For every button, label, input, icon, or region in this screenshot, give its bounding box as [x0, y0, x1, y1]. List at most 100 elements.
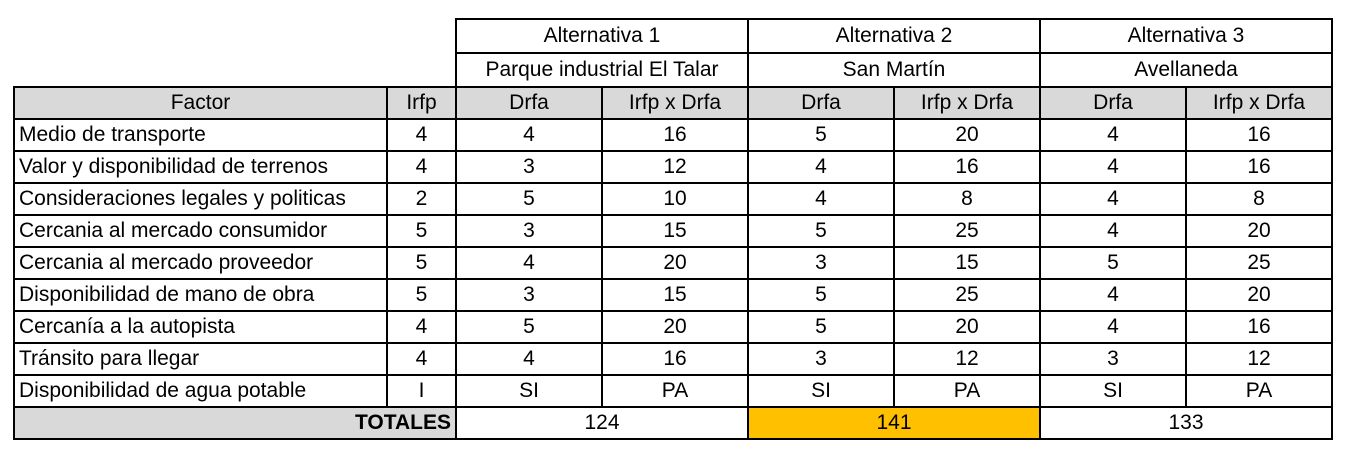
- factor-rating-table: Alternativa 1 Alternativa 2 Alternativa …: [13, 18, 1333, 440]
- a1-drfa-cell: 4: [455, 246, 603, 280]
- a1-drfa-cell: 4: [455, 118, 603, 152]
- a3-product-cell: 16: [1185, 310, 1333, 344]
- a3-drfa-cell: 4: [1039, 182, 1187, 216]
- irfp-cell: 4: [386, 118, 457, 152]
- irfp-cell: 5: [386, 214, 457, 248]
- irfp-column-header: Irfp: [386, 86, 457, 120]
- factor-cell: Cercanía a la autopista: [13, 310, 388, 344]
- a1-drfa-cell: 3: [455, 278, 603, 312]
- table-row: Consideraciones legales y politicas 2 5 …: [13, 182, 1333, 216]
- a2-product-cell: 8: [893, 182, 1041, 216]
- a2-drfa-cell: 5: [747, 278, 895, 312]
- table-row: Cercania al mercado proveedor 5 4 20 3 1…: [13, 246, 1333, 280]
- a2-product-cell: PA: [893, 374, 1041, 408]
- a1-product-cell: PA: [601, 374, 749, 408]
- a1-product-header: Irfp x Drfa: [601, 86, 749, 120]
- a2-drfa-cell: 5: [747, 310, 895, 344]
- a3-drfa-cell: 4: [1039, 214, 1187, 248]
- factor-cell: Disponibilidad de mano de obra: [13, 278, 388, 312]
- a3-drfa-cell: 4: [1039, 150, 1187, 184]
- a2-drfa-cell: 5: [747, 118, 895, 152]
- alternatives-place-row: Parque industrial El Talar San Martín Av…: [14, 52, 1333, 88]
- a3-drfa-cell: 4: [1039, 310, 1187, 344]
- factor-cell: Cercania al mercado consumidor: [13, 214, 388, 248]
- totals-label: TOTALES: [13, 406, 457, 440]
- irfp-cell: 5: [386, 246, 457, 280]
- irfp-cell: I: [386, 374, 457, 408]
- a1-drfa-cell: SI: [455, 374, 603, 408]
- a3-drfa-cell: 3: [1039, 342, 1187, 376]
- alternative-1-place: Parque industrial El Talar: [455, 52, 749, 88]
- factor-cell: Valor y disponibilidad de terrenos: [13, 150, 388, 184]
- a3-drfa-cell: 5: [1039, 246, 1187, 280]
- totals-row: TOTALES 124 141 133: [13, 406, 1333, 440]
- a2-product-header: Irfp x Drfa: [893, 86, 1041, 120]
- irfp-cell: 2: [386, 182, 457, 216]
- a1-drfa-cell: 5: [455, 182, 603, 216]
- a3-product-cell: 16: [1185, 118, 1333, 152]
- a2-drfa-cell: 5: [747, 214, 895, 248]
- a1-product-cell: 16: [601, 118, 749, 152]
- a1-product-cell: 15: [601, 278, 749, 312]
- irfp-cell: 4: [386, 342, 457, 376]
- alternative-3-place: Avellaneda: [1039, 52, 1333, 88]
- a2-product-cell: 25: [893, 278, 1041, 312]
- a1-product-cell: 16: [601, 342, 749, 376]
- a1-drfa-cell: 3: [455, 214, 603, 248]
- a2-product-cell: 20: [893, 310, 1041, 344]
- alternative-1-total: 124: [455, 406, 749, 440]
- a1-product-cell: 15: [601, 214, 749, 248]
- a3-product-cell: 20: [1185, 278, 1333, 312]
- a2-product-cell: 15: [893, 246, 1041, 280]
- a1-drfa-header: Drfa: [455, 86, 603, 120]
- a3-product-cell: 20: [1185, 214, 1333, 248]
- a3-product-cell: 8: [1185, 182, 1333, 216]
- alternative-2-place: San Martín: [747, 52, 1041, 88]
- a2-drfa-cell: SI: [747, 374, 895, 408]
- a2-drfa-cell: 3: [747, 342, 895, 376]
- alternative-3-title: Alternativa 3: [1039, 18, 1333, 54]
- a1-drfa-cell: 3: [455, 150, 603, 184]
- a1-product-cell: 10: [601, 182, 749, 216]
- a2-product-cell: 25: [893, 214, 1041, 248]
- alternative-2-title: Alternativa 2: [747, 18, 1041, 54]
- a2-product-cell: 16: [893, 150, 1041, 184]
- table-row: Disponibilidad de mano de obra 5 3 15 5 …: [13, 278, 1333, 312]
- a3-product-cell: 16: [1185, 150, 1333, 184]
- a2-product-cell: 12: [893, 342, 1041, 376]
- alternatives-title-row: Alternativa 1 Alternativa 2 Alternativa …: [14, 18, 1333, 54]
- a1-drfa-cell: 4: [455, 342, 603, 376]
- irfp-cell: 4: [386, 310, 457, 344]
- table-row: Medio de transporte 4 4 16 5 20 4 16: [13, 118, 1333, 152]
- a3-drfa-cell: 4: [1039, 118, 1187, 152]
- a3-product-cell: PA: [1185, 374, 1333, 408]
- alternative-3-total: 133: [1039, 406, 1333, 440]
- a1-product-cell: 12: [601, 150, 749, 184]
- irfp-cell: 5: [386, 278, 457, 312]
- factor-column-header: Factor: [13, 86, 388, 120]
- a1-product-cell: 20: [601, 246, 749, 280]
- column-header-row: Factor Irfp Drfa Irfp x Drfa Drfa Irfp x…: [13, 86, 1333, 120]
- factor-cell: Cercania al mercado proveedor: [13, 246, 388, 280]
- factor-cell: Disponibilidad de agua potable: [13, 374, 388, 408]
- a3-drfa-cell: SI: [1039, 374, 1187, 408]
- a1-product-cell: 20: [601, 310, 749, 344]
- alternative-2-total-highlighted: 141: [747, 406, 1041, 440]
- table-row: Disponibilidad de agua potable I SI PA S…: [13, 374, 1333, 408]
- a2-drfa-cell: 4: [747, 150, 895, 184]
- irfp-cell: 4: [386, 150, 457, 184]
- table-row: Tránsito para llegar 4 4 16 3 12 3 12: [13, 342, 1333, 376]
- a1-drfa-cell: 5: [455, 310, 603, 344]
- a3-product-cell: 25: [1185, 246, 1333, 280]
- table-row: Valor y disponibilidad de terrenos 4 3 1…: [13, 150, 1333, 184]
- a2-drfa-cell: 4: [747, 182, 895, 216]
- alternative-1-title: Alternativa 1: [455, 18, 749, 54]
- factor-cell: Consideraciones legales y politicas: [13, 182, 388, 216]
- a2-product-cell: 20: [893, 118, 1041, 152]
- factor-cell: Tránsito para llegar: [13, 342, 388, 376]
- table-row: Cercania al mercado consumidor 5 3 15 5 …: [13, 214, 1333, 248]
- factor-cell: Medio de transporte: [13, 118, 388, 152]
- a2-drfa-cell: 3: [747, 246, 895, 280]
- a3-drfa-header: Drfa: [1039, 86, 1187, 120]
- a2-drfa-header: Drfa: [747, 86, 895, 120]
